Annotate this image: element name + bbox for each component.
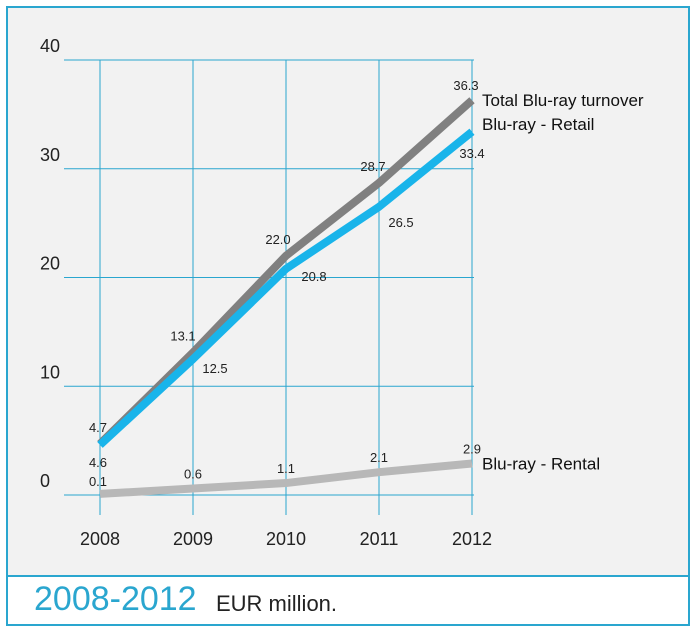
series-name-total-blu-ray-turnover: Total Blu-ray turnover <box>482 91 644 110</box>
data-labels: 4.7 13.1 22.0 28.7 36.3 4.6 12.5 20.8 26.5 33.4 0.… <box>89 78 485 489</box>
x-tick-label: 2012 <box>452 529 492 549</box>
data-label-total-blu-ray-turnover: 36.3 <box>453 78 478 93</box>
data-label-blu-ray-retail: 20.8 <box>301 269 326 284</box>
data-label-blu-ray-retail: 33.4 <box>459 146 484 161</box>
x-tick-label: 2010 <box>266 529 306 549</box>
y-tick-label: 10 <box>40 362 60 382</box>
x-tick-label: 2008 <box>80 529 120 549</box>
series-line-blu-ray-rental <box>99 459 473 498</box>
data-label-blu-ray-rental: 1.1 <box>277 461 295 476</box>
y-tick-label: 30 <box>40 145 60 165</box>
series-lines <box>97 97 475 498</box>
data-label-blu-ray-retail: 12.5 <box>202 361 227 376</box>
caption-year-range: 2008-2012 <box>34 580 197 618</box>
data-label-blu-ray-rental: 0.1 <box>89 474 107 489</box>
y-tick-label: 40 <box>40 36 60 56</box>
data-label-total-blu-ray-turnover: 4.7 <box>89 420 107 435</box>
data-label-blu-ray-rental: 0.6 <box>184 466 202 481</box>
y-tick-label: 0 <box>40 471 50 491</box>
chart-area: 0 10 20 30 40 2008 2009 2010 2011 2012 4.7 13.1 22… <box>8 8 688 575</box>
series-name-blu-ray-rental: Blu-ray - Rental <box>482 454 600 473</box>
series-names: Total Blu-ray turnover Blu-ray - Retail Bl… <box>482 91 644 473</box>
chart-frame: 0 10 20 30 40 2008 2009 2010 2011 2012 4.7 13.1 22… <box>6 6 690 626</box>
grid <box>64 59 474 515</box>
caption-unit: EUR million. <box>216 591 338 616</box>
x-axis-ticks: 2008 2009 2010 2011 2012 <box>80 529 492 549</box>
line-chart: 0 10 20 30 40 2008 2009 2010 2011 2012 4.7 13.1 22… <box>40 36 644 549</box>
chart-caption: 2008-2012 EUR million. <box>8 577 688 624</box>
data-label-blu-ray-rental: 2.1 <box>370 450 388 465</box>
data-label-blu-ray-rental: 2.9 <box>463 441 481 456</box>
series-name-blu-ray-retail: Blu-ray - Retail <box>482 115 594 134</box>
series-line-blu-ray-retail <box>97 128 475 448</box>
data-label-total-blu-ray-turnover: 13.1 <box>170 329 195 344</box>
data-label-total-blu-ray-turnover: 28.7 <box>360 159 385 174</box>
data-label-blu-ray-retail: 4.6 <box>89 455 107 470</box>
x-tick-label: 2011 <box>360 529 399 549</box>
y-tick-label: 20 <box>40 254 60 274</box>
data-label-total-blu-ray-turnover: 22.0 <box>265 232 290 247</box>
y-axis-ticks: 0 10 20 30 40 <box>40 36 60 491</box>
footer-divider <box>8 575 688 577</box>
data-label-blu-ray-retail: 26.5 <box>388 215 413 230</box>
x-tick-label: 2009 <box>173 529 213 549</box>
